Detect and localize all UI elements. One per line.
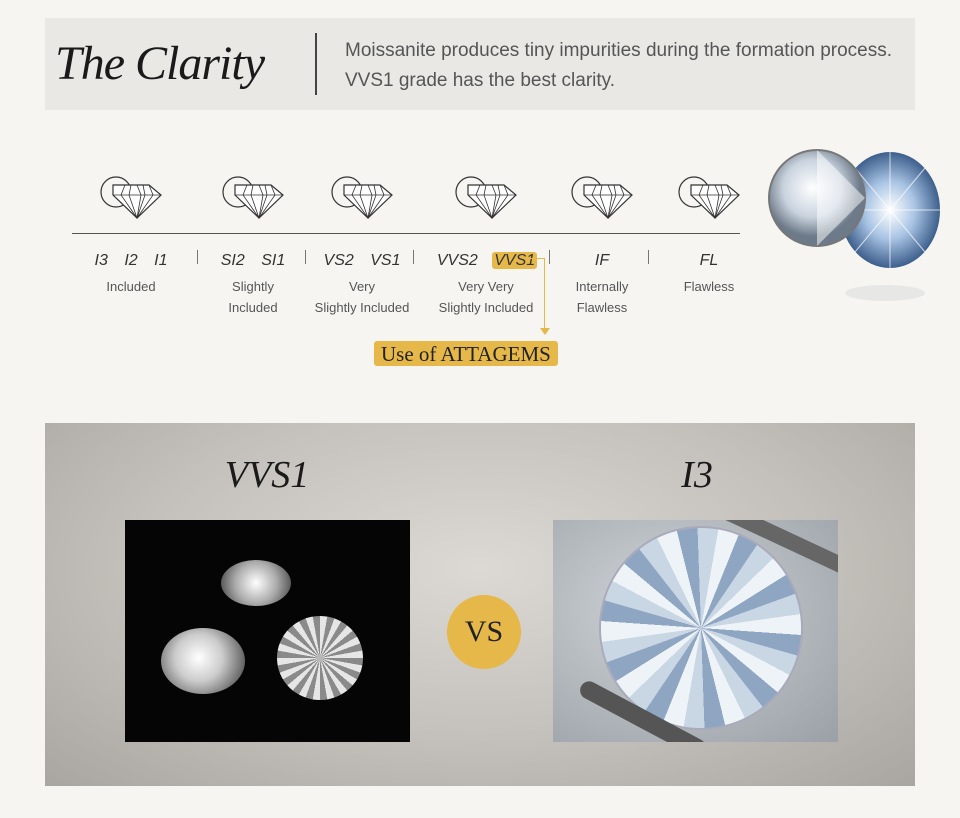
grade-code: I1 — [154, 252, 168, 269]
vvs1-photo — [125, 520, 410, 742]
callout-arrow — [544, 258, 545, 330]
grade-separator — [305, 250, 306, 264]
scale-line — [72, 233, 740, 234]
grade-column: I3 I2 I1 Included — [66, 175, 196, 297]
grade-description: Flawless — [576, 300, 628, 315]
grade-description: Very — [348, 279, 375, 294]
grade-description: Included — [228, 300, 278, 315]
grade-code: VVS2 — [436, 252, 478, 269]
header-description: Moissanite produces tiny impurities duri… — [345, 40, 893, 91]
divider — [315, 33, 317, 95]
grade-code: I3 — [94, 252, 108, 269]
comparison-panel: VVS1 I3 VS — [45, 423, 915, 786]
grade-code: FL — [699, 252, 719, 269]
grade-description: Very Very — [458, 279, 514, 294]
grade-code: I2 — [124, 252, 138, 269]
grade-separator — [197, 250, 198, 264]
vs-badge: VS — [447, 595, 521, 669]
grade-column: VVS2 VVS1 Very Very Slightly Included — [421, 175, 551, 318]
grade-column: FL Flawless — [644, 175, 774, 297]
grade-description: Internally — [575, 279, 629, 294]
diamond-magnifier-icon — [331, 176, 393, 219]
grade-description: Slightly Included — [438, 300, 534, 315]
grade-separator — [648, 250, 649, 264]
diamond-magnifier-icon — [678, 176, 740, 219]
page-title: The Clarity — [55, 37, 265, 90]
grade-description: Slightly — [232, 279, 274, 294]
grade-separator — [413, 250, 414, 264]
i3-label: I3 — [681, 454, 713, 496]
grade-separator — [549, 250, 550, 264]
grade-code: VS2 — [323, 252, 354, 269]
i3-photo — [553, 520, 838, 742]
vvs1-label: VVS1 — [224, 454, 310, 496]
header-banner: The Clarity Moissanite produces tiny imp… — [45, 18, 915, 110]
grade-description: Slightly Included — [314, 300, 410, 315]
arrow-head-icon — [540, 328, 550, 335]
diamond-magnifier-icon — [571, 176, 633, 219]
grade-code: IF — [594, 252, 610, 269]
grade-code: VS1 — [370, 252, 401, 269]
grade-column: SI2 SI1 Slightly Included — [188, 175, 318, 318]
grade-code: SI1 — [261, 252, 286, 269]
grade-column: IF Internally Flawless — [537, 175, 667, 318]
grade-description: Included — [106, 279, 156, 294]
callout-arrow — [525, 258, 545, 259]
grade-code: VVS1 — [492, 252, 538, 269]
diamond-magnifier-icon — [100, 176, 162, 219]
grade-column: VS2 VS1 Very Slightly Included — [297, 175, 427, 318]
diamond-image — [768, 149, 940, 301]
diamond-magnifier-icon — [455, 176, 517, 219]
grade-code: SI2 — [220, 252, 245, 269]
grade-description: Flawless — [683, 279, 735, 294]
callout-badge: Use of ATTAGEMS — [374, 341, 558, 366]
diamond-magnifier-icon — [222, 176, 284, 219]
